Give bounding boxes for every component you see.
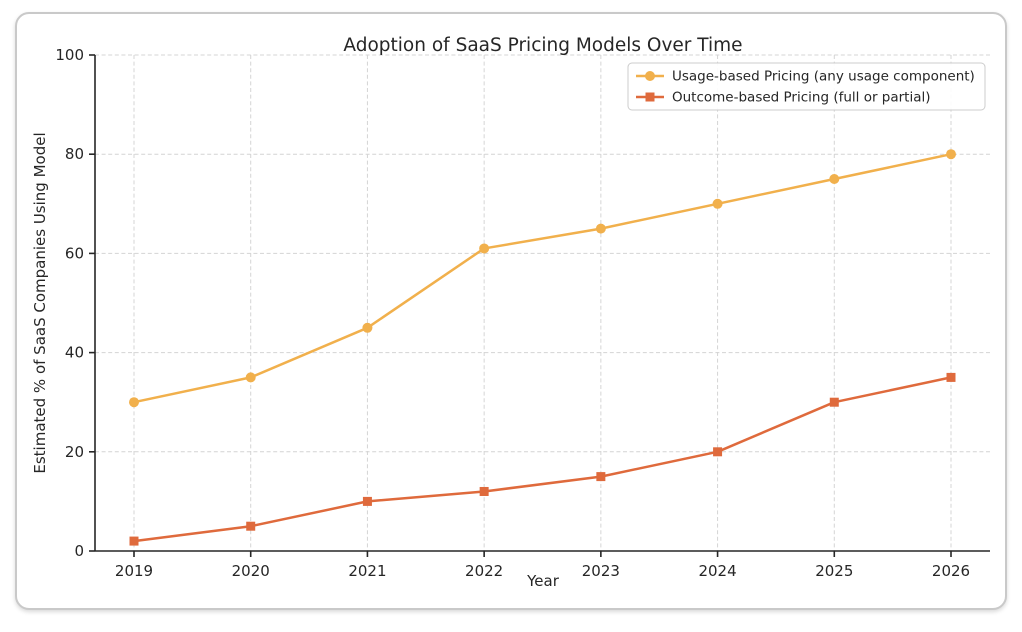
chart-card: 0 20 40 60 80 100 2019 2020 2021 2022 2023 2024 2025… bbox=[15, 12, 1007, 610]
data-point-square bbox=[479, 486, 489, 496]
legend: Usage-based Pricing (any usage component… bbox=[627, 62, 986, 111]
data-point-square bbox=[246, 521, 256, 531]
data-point-circle bbox=[479, 243, 490, 254]
data-series bbox=[129, 149, 956, 546]
grid-lines bbox=[95, 54, 990, 551]
x-tick-label: 2019 bbox=[115, 562, 153, 580]
y-tick-label: 0 bbox=[74, 542, 84, 560]
x-tick-label: 2021 bbox=[348, 562, 386, 580]
legend-marker-square bbox=[645, 92, 655, 102]
x-tick-label: 2020 bbox=[232, 562, 270, 580]
x-tick-label: 2026 bbox=[932, 562, 970, 580]
y-tick-label: 100 bbox=[55, 46, 84, 64]
legend-label: Usage-based Pricing (any usage component… bbox=[672, 69, 975, 85]
line-chart: 0 20 40 60 80 100 2019 2020 2021 2022 2023 2024 2025… bbox=[31, 35, 990, 590]
data-point-square bbox=[362, 496, 372, 506]
x-tick-label: 2025 bbox=[815, 562, 853, 580]
data-point-circle bbox=[946, 149, 956, 160]
data-point-circle bbox=[712, 198, 723, 209]
legend-box bbox=[627, 62, 986, 111]
axes: 0 20 40 60 80 100 2019 2020 2021 2022 2023 2024 2025… bbox=[55, 46, 990, 580]
series-outcome-based bbox=[129, 372, 956, 546]
y-tick-label: 40 bbox=[65, 344, 84, 362]
y-tick-label: 80 bbox=[65, 145, 84, 163]
data-point-square bbox=[129, 536, 139, 546]
y-tick-label: 20 bbox=[65, 443, 84, 461]
chart-title: Adoption of SaaS Pricing Models Over Tim… bbox=[343, 35, 742, 56]
y-axis-label: Estimated % of SaaS Companies Using Mode… bbox=[31, 132, 49, 473]
x-axis-label: Year bbox=[526, 572, 560, 590]
data-point-square bbox=[946, 372, 956, 382]
data-point-circle bbox=[245, 372, 256, 383]
data-point-square bbox=[829, 397, 839, 407]
data-point-circle bbox=[362, 322, 373, 333]
x-tick-label: 2022 bbox=[465, 562, 503, 580]
y-tick-label: 60 bbox=[65, 244, 84, 262]
data-point-circle bbox=[829, 174, 840, 184]
series-usage-based bbox=[129, 149, 956, 408]
legend-marker-circle bbox=[645, 71, 655, 81]
data-point-circle bbox=[129, 397, 139, 408]
data-point-square bbox=[596, 472, 606, 482]
series-line bbox=[133, 376, 952, 543]
x-tick-label: 2024 bbox=[698, 562, 736, 580]
data-point-circle bbox=[595, 223, 606, 234]
series-line bbox=[133, 152, 952, 404]
data-point-square bbox=[713, 447, 723, 457]
legend-label: Outcome-based Pricing (full or partial) bbox=[672, 90, 931, 106]
x-tick-label: 2023 bbox=[582, 562, 620, 580]
